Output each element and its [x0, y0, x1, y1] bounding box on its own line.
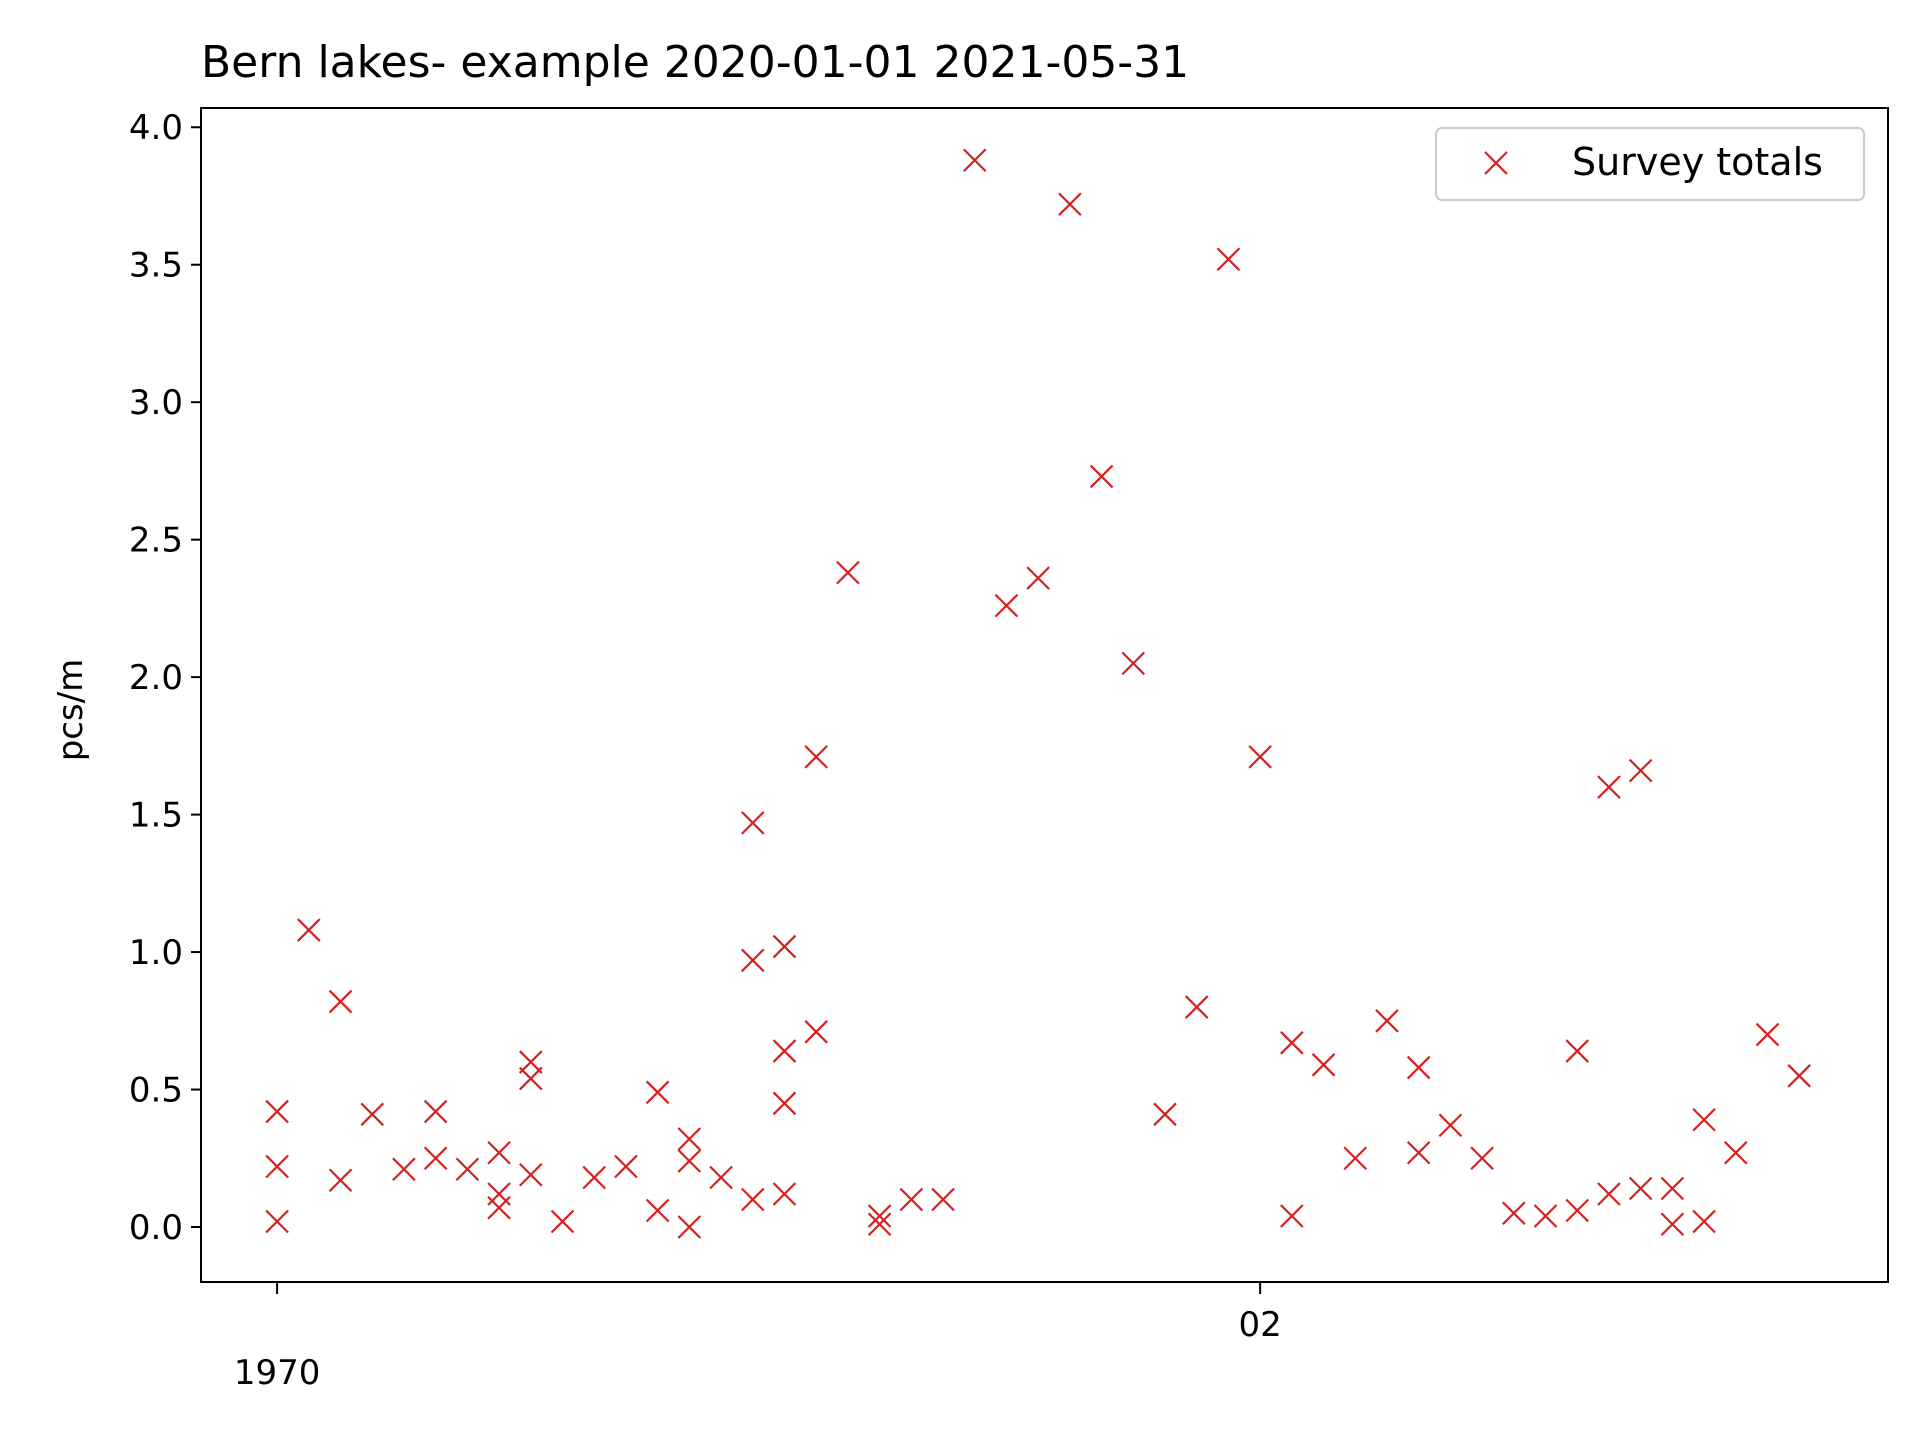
data-point	[1692, 1209, 1716, 1234]
data-point	[1058, 192, 1082, 217]
data-point	[1660, 1212, 1685, 1237]
legend-marker-x-icon	[1484, 151, 1508, 175]
data-point	[519, 1066, 543, 1091]
data-point	[1343, 1146, 1368, 1171]
data-point	[1026, 566, 1050, 590]
data-point	[772, 1091, 797, 1116]
data-point	[740, 1187, 765, 1212]
data-point	[519, 1050, 543, 1074]
data-point	[328, 1168, 353, 1193]
data-point	[899, 1187, 924, 1212]
data-point	[1660, 1176, 1685, 1201]
data-point	[740, 811, 765, 835]
data-point	[1311, 1053, 1336, 1077]
data-point	[1153, 1102, 1177, 1127]
y-tick-label: 2.0	[129, 658, 183, 698]
data-point	[1280, 1204, 1304, 1228]
data-point	[1597, 775, 1621, 799]
y-tick-label: 2.5	[129, 521, 183, 561]
data-point	[360, 1102, 385, 1127]
data-point	[1502, 1201, 1526, 1226]
data-point	[1375, 1009, 1399, 1033]
legend: Survey totals	[1435, 127, 1865, 201]
data-point	[804, 1020, 828, 1044]
plot-frame	[200, 107, 1889, 1283]
data-point	[550, 1209, 575, 1234]
data-point	[1755, 1022, 1780, 1047]
y-tick-label: 1.5	[129, 796, 183, 836]
data-point	[328, 989, 353, 1014]
data-point	[772, 934, 797, 959]
y-tick-label: 0.0	[129, 1208, 183, 1248]
data-point	[709, 1165, 733, 1190]
data-point	[772, 1182, 797, 1206]
data-point	[1692, 1108, 1716, 1132]
chart-title: Bern lakes- example 2020-01-01 2021-05-3…	[201, 37, 1189, 88]
data-point	[1724, 1140, 1748, 1165]
data-point	[423, 1099, 448, 1124]
data-point	[1533, 1204, 1558, 1228]
data-point	[804, 745, 828, 769]
data-point	[772, 1039, 797, 1063]
data-point	[1628, 758, 1653, 783]
data-point	[392, 1157, 416, 1182]
data-point	[1787, 1064, 1811, 1088]
data-point	[867, 1212, 892, 1237]
data-point	[677, 1149, 702, 1173]
data-point	[265, 1099, 289, 1124]
y-tick-label: 4.0	[129, 108, 183, 148]
data-point	[519, 1162, 543, 1187]
data-point	[1248, 745, 1272, 769]
data-point	[645, 1198, 670, 1223]
data-point	[677, 1127, 702, 1151]
data-point	[962, 148, 987, 173]
data-point	[1216, 247, 1241, 271]
data-point	[645, 1080, 670, 1105]
data-point	[1438, 1113, 1463, 1138]
data-point	[1565, 1198, 1590, 1223]
data-point	[1470, 1146, 1494, 1171]
y-tick-label: 1.0	[129, 933, 183, 973]
legend-entry-label: Survey totals	[1572, 140, 1823, 184]
data-point	[1280, 1031, 1304, 1055]
data-point	[1184, 995, 1209, 1019]
legend-frame	[1435, 127, 1865, 201]
data-point	[582, 1165, 606, 1190]
data-point	[867, 1204, 892, 1228]
data-point	[265, 1154, 289, 1179]
data-point	[265, 1209, 289, 1234]
plot-marks	[265, 148, 1811, 1239]
data-point	[1406, 1055, 1431, 1080]
data-point	[423, 1146, 448, 1171]
y-axis-label: pcs/m	[51, 659, 91, 762]
axes: 0.0 0.5 1.0 1.5 2.0 2.5 3.0 3.5 4.0 1970 02	[129, 107, 1889, 1393]
data-point	[1628, 1176, 1653, 1201]
data-point	[677, 1215, 702, 1239]
data-point	[1089, 464, 1114, 489]
data-point	[1597, 1182, 1621, 1206]
y-tick-label: 3.0	[129, 383, 183, 423]
data-point	[740, 948, 765, 973]
data-point	[487, 1195, 511, 1220]
data-point	[487, 1140, 511, 1165]
data-point	[614, 1154, 638, 1179]
data-point	[931, 1187, 955, 1212]
data-point	[994, 593, 1019, 618]
data-point	[1565, 1039, 1590, 1063]
data-point	[455, 1157, 480, 1182]
y-tick-label: 3.5	[129, 246, 183, 286]
x-tick-label: 02	[1238, 1305, 1281, 1345]
data-point	[297, 918, 321, 942]
data-point	[1121, 651, 1146, 676]
data-point	[1406, 1140, 1431, 1165]
data-point	[836, 560, 860, 585]
x-tick-label: 1970	[234, 1353, 321, 1393]
y-tick-label: 0.5	[129, 1071, 183, 1111]
